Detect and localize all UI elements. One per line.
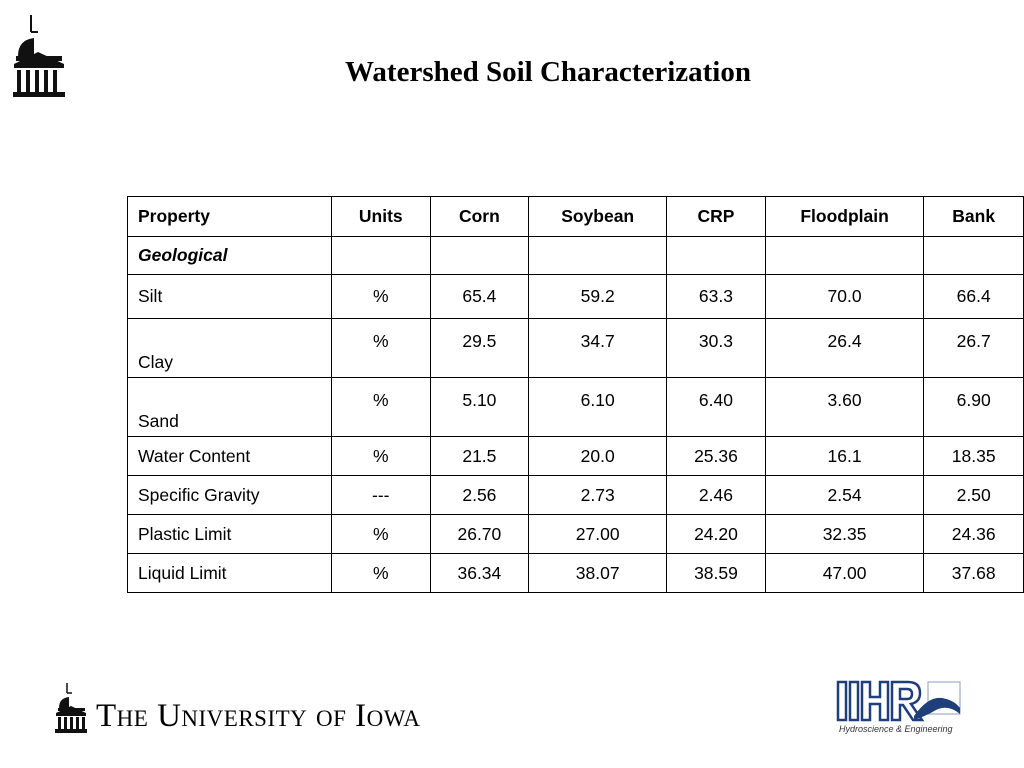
value-cell: 38.07 <box>528 553 668 593</box>
units-cell: % <box>330 514 431 554</box>
value-cell: 34.7 <box>528 318 668 378</box>
table-row: Plastic Limit % 26.70 27.00 24.20 32.35 … <box>127 514 1024 554</box>
table-row: Specific Gravity --- 2.56 2.73 2.46 2.54… <box>127 475 1024 515</box>
value-cell: 2.50 <box>923 475 1024 515</box>
iihr-logo: Hydroscience & Engineering <box>836 680 961 734</box>
section-row: Geological <box>127 236 1024 275</box>
table-row: Clay % 29.5 34.7 30.3 26.4 26.7 <box>127 318 1024 378</box>
empty-cell <box>528 236 668 275</box>
value-cell: 24.20 <box>666 514 766 554</box>
value-cell: 63.3 <box>666 274 766 319</box>
value-cell: 32.35 <box>764 514 925 554</box>
value-cell: 2.56 <box>429 475 530 515</box>
value-cell: 66.4 <box>923 274 1024 319</box>
table-header-row: Property Units Corn Soybean CRP Floodpla… <box>127 196 1024 237</box>
soil-characterization-table: Property Units Corn Soybean CRP Floodpla… <box>127 196 1024 593</box>
units-cell: % <box>330 553 431 593</box>
value-cell: 20.0 <box>528 436 668 476</box>
value-cell: 2.54 <box>764 475 925 515</box>
section-label: Geological <box>127 236 332 275</box>
header-units: Units <box>330 196 431 237</box>
units-cell: % <box>330 377 431 437</box>
value-cell: 30.3 <box>666 318 766 378</box>
empty-cell <box>666 236 766 275</box>
old-capitol-footer-logo <box>55 683 87 733</box>
university-wordmark: The University of Iowa <box>96 698 421 734</box>
property-cell: Liquid Limit <box>127 553 332 593</box>
table-row: Liquid Limit % 36.34 38.07 38.59 47.00 3… <box>127 553 1024 593</box>
page-title: Watershed Soil Characterization <box>345 56 751 88</box>
value-cell: 38.59 <box>666 553 766 593</box>
units-cell: % <box>330 436 431 476</box>
property-cell: Sand <box>127 377 332 437</box>
empty-cell <box>330 236 431 275</box>
property-cell: Silt <box>127 274 332 319</box>
property-cell: Plastic Limit <box>127 514 332 554</box>
units-cell: % <box>330 274 431 319</box>
value-cell: 5.10 <box>429 377 530 437</box>
old-capitol-logo <box>13 15 65 97</box>
value-cell: 16.1 <box>764 436 925 476</box>
value-cell: 24.36 <box>923 514 1024 554</box>
value-cell: 70.0 <box>764 274 925 319</box>
value-cell: 26.7 <box>923 318 1024 378</box>
property-cell: Water Content <box>127 436 332 476</box>
empty-cell <box>429 236 530 275</box>
header-corn: Corn <box>429 196 530 237</box>
value-cell: 6.40 <box>666 377 766 437</box>
empty-cell <box>923 236 1024 275</box>
header-bank: Bank <box>923 196 1024 237</box>
iihr-tagline: Hydroscience & Engineering <box>839 724 953 734</box>
header-soybean: Soybean <box>528 196 668 237</box>
header-crp: CRP <box>666 196 766 237</box>
value-cell: 59.2 <box>528 274 668 319</box>
units-cell: --- <box>330 475 431 515</box>
value-cell: 2.73 <box>528 475 668 515</box>
value-cell: 36.34 <box>429 553 530 593</box>
units-cell: % <box>330 318 431 378</box>
value-cell: 29.5 <box>429 318 530 378</box>
value-cell: 3.60 <box>764 377 925 437</box>
value-cell: 26.4 <box>764 318 925 378</box>
value-cell: 47.00 <box>764 553 925 593</box>
table-row: Water Content % 21.5 20.0 25.36 16.1 18.… <box>127 436 1024 476</box>
value-cell: 26.70 <box>429 514 530 554</box>
value-cell: 18.35 <box>923 436 1024 476</box>
value-cell: 25.36 <box>666 436 766 476</box>
empty-cell <box>764 236 925 275</box>
value-cell: 6.10 <box>528 377 668 437</box>
value-cell: 65.4 <box>429 274 530 319</box>
property-cell: Clay <box>127 318 332 378</box>
header-floodplain: Floodplain <box>764 196 925 237</box>
property-cell: Specific Gravity <box>127 475 332 515</box>
header-property: Property <box>127 196 332 237</box>
table-row: Silt % 65.4 59.2 63.3 70.0 66.4 <box>127 274 1024 319</box>
value-cell: 6.90 <box>923 377 1024 437</box>
value-cell: 2.46 <box>666 475 766 515</box>
value-cell: 37.68 <box>923 553 1024 593</box>
value-cell: 27.00 <box>528 514 668 554</box>
table-row: Sand % 5.10 6.10 6.40 3.60 6.90 <box>127 377 1024 437</box>
value-cell: 21.5 <box>429 436 530 476</box>
